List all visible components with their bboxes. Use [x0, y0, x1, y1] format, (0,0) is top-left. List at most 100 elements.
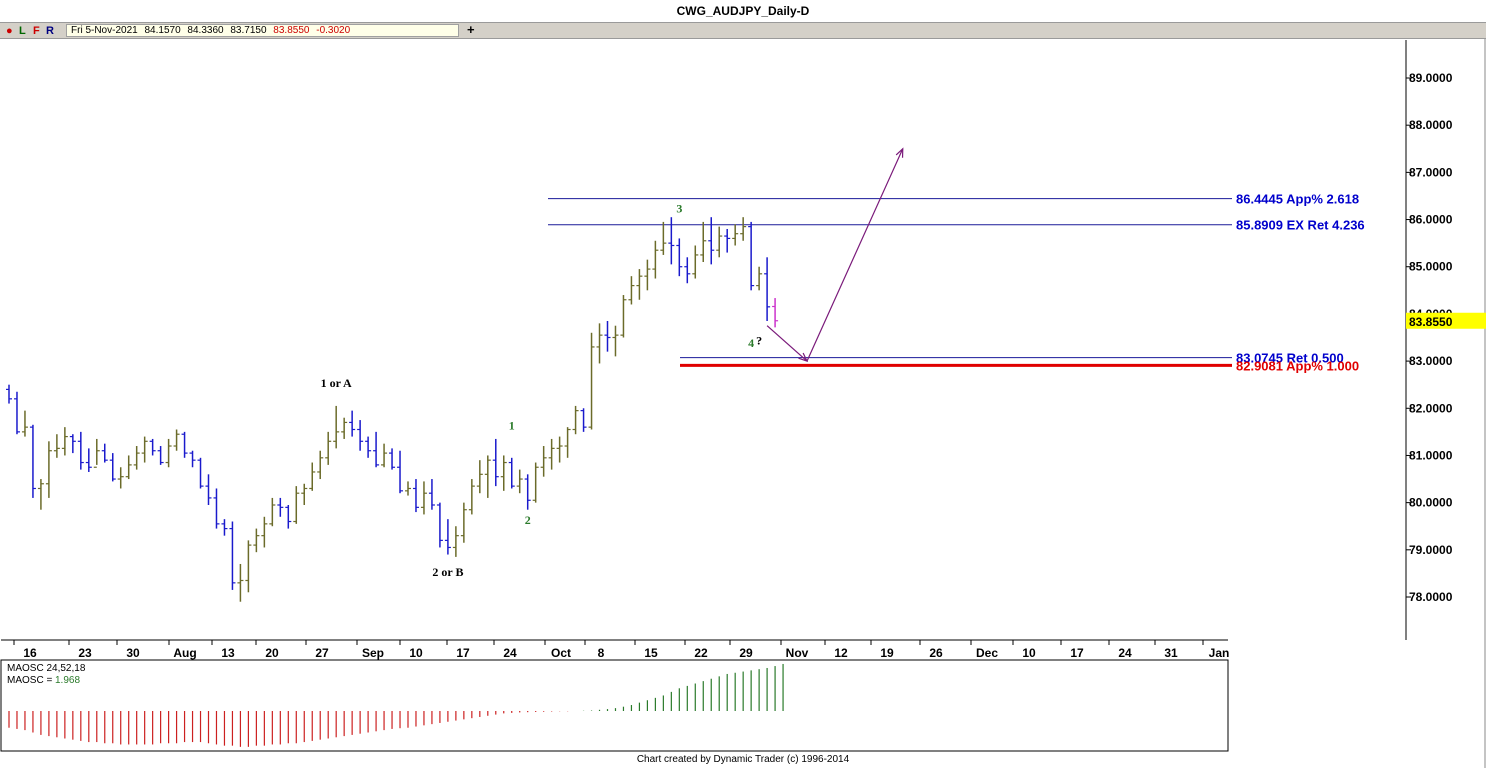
x-tick-label: 30: [126, 646, 140, 660]
level-label: 82.9081 App% 1.000: [1236, 358, 1359, 373]
indicator-value-label: MAOSC =: [7, 675, 52, 686]
projection-arrow-up: [806, 148, 904, 362]
ohlc-bar: [756, 266, 763, 291]
ohlc-bar: [333, 405, 340, 449]
x-tick-label: 15: [644, 646, 658, 660]
level-label: 83.0745 Ret 0.500: [1236, 351, 1344, 366]
ohlc-bar: [724, 228, 731, 253]
ohlc-bar: [213, 488, 220, 529]
x-tick-label: 24: [1118, 646, 1132, 660]
wave-label: 1 or A: [321, 376, 352, 390]
ohlc-bar: [181, 431, 188, 458]
wave-label: ?: [756, 334, 762, 348]
ohlc-bar: [53, 434, 60, 458]
ohlc-bar: [69, 434, 76, 454]
toolbar-l-button[interactable]: L: [19, 25, 26, 37]
ohlc-bar: [325, 431, 332, 465]
ohlc-bar: [189, 450, 196, 468]
window-title: CWG_AUDJPY_Daily-D: [676, 4, 810, 18]
ohlc-bar: [21, 410, 28, 437]
toolbar-dot-button[interactable]: ●: [6, 25, 13, 37]
toolbar-f-button[interactable]: F: [33, 25, 40, 37]
ohlc-bar: [500, 455, 507, 491]
ohlc-bar: [484, 455, 491, 498]
ohlc-bar: [596, 323, 603, 364]
level-label: 86.4445 App% 2.618: [1236, 192, 1359, 207]
ohlc-bar: [133, 446, 140, 470]
ohlc-bar: [740, 217, 747, 241]
ohlc-bar: [221, 519, 228, 536]
add-button[interactable]: +: [467, 22, 475, 37]
ohlc-bar: [117, 467, 124, 489]
info-low: 83.7150: [230, 25, 267, 36]
ohlc-bar: [37, 479, 44, 510]
ohlc-bar: [508, 457, 515, 489]
wave-label: 3: [676, 201, 682, 215]
ohlc-bar: [357, 420, 364, 451]
ohlc-bar: [684, 257, 691, 284]
ohlc-bar: [692, 245, 699, 279]
ohlc-bar: [141, 436, 148, 463]
ohlc-bar: [349, 410, 356, 437]
ohlc-bar: [636, 269, 643, 300]
x-tick-label: 17: [456, 646, 470, 660]
ohlc-bar: [317, 450, 324, 480]
ohlc-bar: [381, 443, 388, 468]
x-tick-label: Dec: [976, 646, 998, 660]
projection-arrow-down: [766, 325, 808, 362]
ohlc-bar: [277, 497, 284, 517]
y-tick-label: 85.0000: [1409, 260, 1453, 274]
x-tick-label: 16: [23, 646, 37, 660]
ohlc-bar: [125, 455, 132, 480]
ohlc-bar: [732, 224, 739, 246]
toolbar-r-button[interactable]: R: [46, 25, 54, 37]
ohlc-bar: [293, 486, 300, 524]
ohlc-bar: [405, 481, 411, 496]
level-label: 85.8909 EX Ret 4.236: [1236, 218, 1365, 233]
ohlc-bar: [652, 240, 659, 279]
ohlc-bar: [341, 417, 348, 439]
ohlc-bar: [197, 457, 204, 489]
x-tick-label: 23: [78, 646, 92, 660]
x-tick-label: 13: [221, 646, 235, 660]
ohlc-bar: [620, 295, 627, 338]
ohlc-bar: [157, 446, 164, 465]
ohlc-bar: [309, 462, 316, 491]
ohlc-bar: [444, 519, 451, 555]
x-tick-label: 10: [1022, 646, 1036, 660]
ohlc-bar: [229, 521, 236, 590]
ohlc-bar: [101, 443, 108, 463]
ohlc-bar: [428, 479, 435, 510]
ohlc-bar: [708, 217, 715, 265]
wave-label: 2 or B: [432, 565, 463, 579]
x-tick-label: 26: [929, 646, 943, 660]
ohlc-bar: [301, 483, 308, 505]
ohlc-bar: [580, 408, 587, 432]
ohlc-bar: [61, 427, 68, 456]
info-high: 84.3360: [187, 25, 224, 36]
ohlc-bar: [397, 450, 404, 494]
ohlc-bar: [173, 429, 180, 451]
ohlc-bar: [6, 384, 12, 404]
ohlc-bar: [476, 460, 483, 494]
y-tick-label: 80.0000: [1409, 496, 1453, 510]
price-panel: [1, 40, 1406, 640]
ohlc-bar: [668, 217, 675, 265]
ohlc-bar: [205, 474, 212, 505]
x-tick-label: 27: [315, 646, 329, 660]
y-tick-label: 86.0000: [1409, 213, 1453, 227]
ohlc-bar: [492, 438, 499, 487]
y-tick-label: 81.0000: [1409, 448, 1453, 462]
x-tick-label: 22: [694, 646, 708, 660]
current-price-badge: [1406, 312, 1486, 329]
ohlc-bar: [524, 474, 531, 510]
ohlc-bar: [93, 438, 100, 468]
ohlc-bar: [285, 504, 292, 529]
ohlc-bar: [269, 497, 276, 527]
y-tick-label: 89.0000: [1409, 71, 1453, 85]
ohlc-bar: [588, 332, 595, 430]
x-tick-label: 20: [265, 646, 279, 660]
ohlc-bar: [612, 325, 619, 357]
ohlc-bar: [245, 540, 252, 593]
x-tick-label: 24: [503, 646, 517, 660]
